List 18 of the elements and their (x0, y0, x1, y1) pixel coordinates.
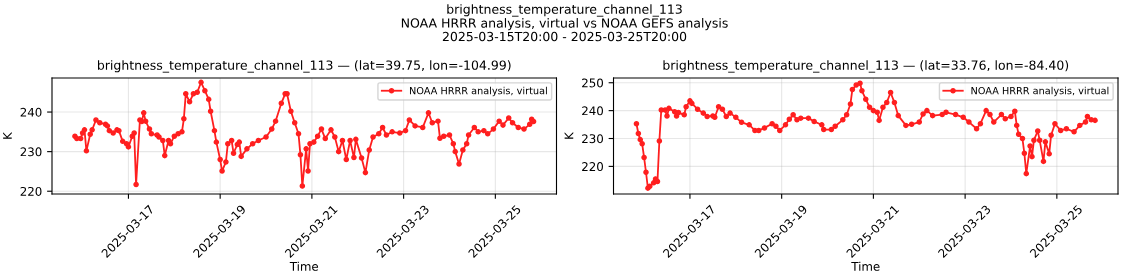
x-axis-title: Time (289, 261, 319, 271)
y-tick-label: 230 (582, 134, 603, 144)
y-tick-label: 220 (582, 162, 603, 172)
y-tick-label: 240 (20, 107, 42, 117)
y-tick-label: 230 (20, 147, 42, 157)
text: NOAA HRRR analysis, virtual vs NOAA GEFS analysis (401, 18, 728, 31)
y-axis-title: K (564, 131, 574, 139)
y-tick-label: 220 (20, 186, 42, 196)
chart-title: brightness_temperature_channel_113 — (lat=39.75, lon=-104.99) (97, 60, 511, 73)
y-tick-label: 240 (582, 106, 603, 116)
y-axis-title: K (3, 131, 12, 139)
text: brightness_temperature_channel_113 (447, 4, 682, 17)
y-tick-label: 250 (582, 78, 603, 88)
text: 2025-03-15T20:00 - 2025-03-25T20:00 (442, 31, 687, 42)
chart-title: brightness_temperature_channel_113 — (lat=33.76, lon=-84.40) (663, 60, 1069, 73)
legend-label: NOAA HRRR analysis, virtual (971, 86, 1109, 97)
x-axis-title: Time (851, 261, 880, 271)
legend-label: NOAA HRRR analysis, virtual (409, 86, 547, 97)
